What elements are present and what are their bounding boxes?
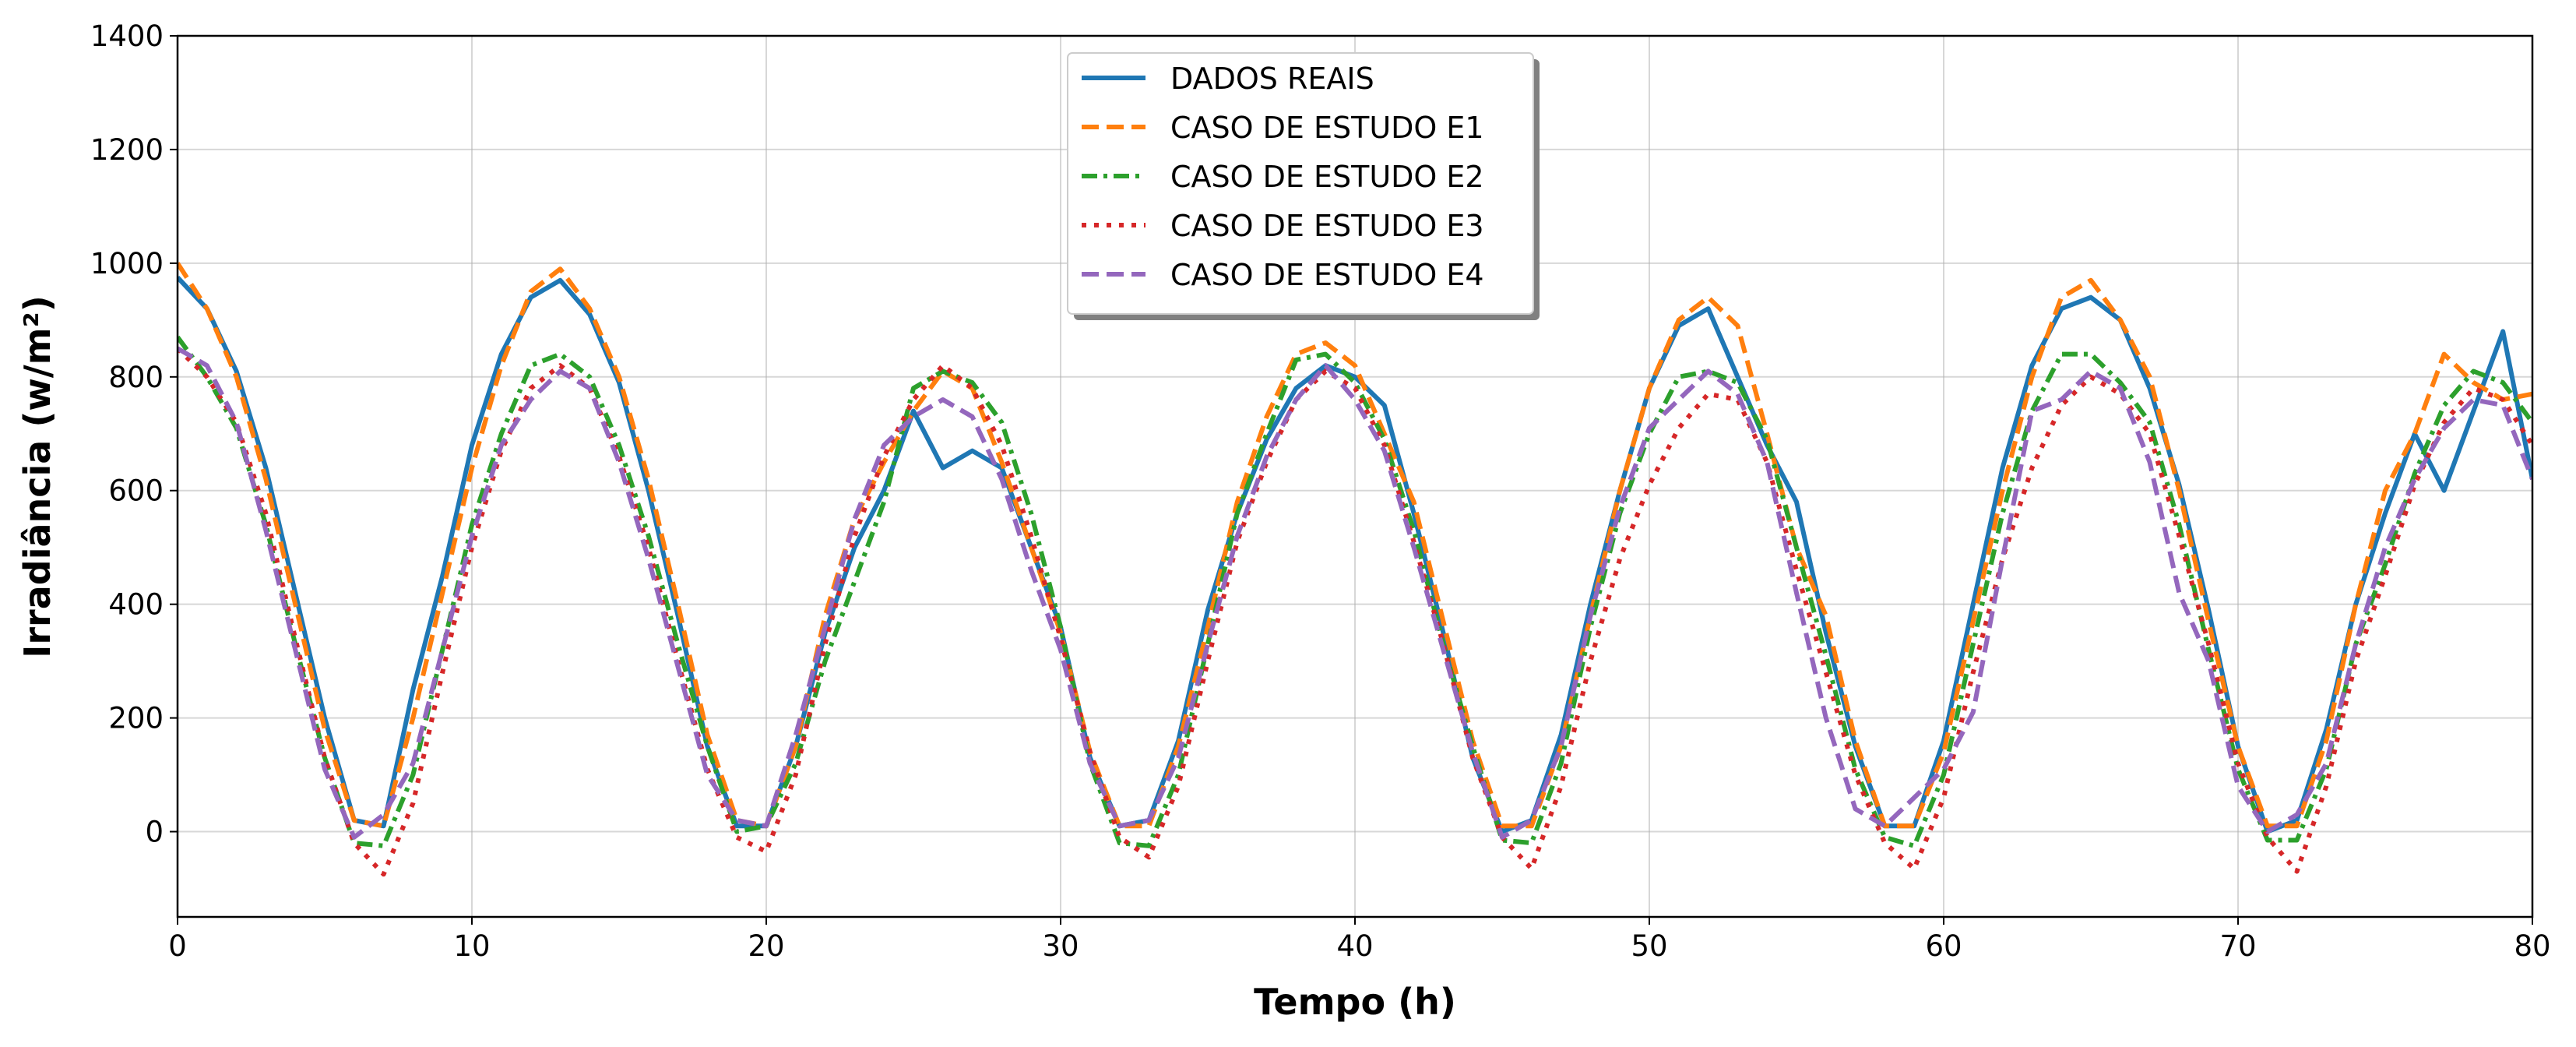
y-tick-label: 1400 xyxy=(90,19,164,53)
plot-frame xyxy=(176,34,2534,918)
x-tick-label: 60 xyxy=(1925,929,1962,963)
legend-label: CASO DE ESTUDO E3 xyxy=(1170,209,1484,243)
y-tick-label: 200 xyxy=(108,702,164,735)
legend-label: CASO DE ESTUDO E4 xyxy=(1170,258,1484,292)
series-line xyxy=(178,347,2532,877)
series-line xyxy=(178,335,2532,848)
x-axis-label: Tempo (h) xyxy=(1254,981,1456,1023)
y-tick-label: 600 xyxy=(108,474,164,508)
y-tick-label: 0 xyxy=(145,816,164,849)
x-tick-label: 80 xyxy=(2514,929,2550,963)
series-line xyxy=(178,276,2532,834)
x-tick-label: 50 xyxy=(1631,929,1667,963)
y-tick-label: 1200 xyxy=(90,133,164,167)
legend-label: CASO DE ESTUDO E2 xyxy=(1170,160,1484,194)
y-tick-label: 1000 xyxy=(90,247,164,280)
x-tick-label: 20 xyxy=(748,929,784,963)
legend-label: DADOS REAIS xyxy=(1170,62,1374,96)
y-tick-label: 800 xyxy=(108,361,164,394)
x-tick-label: 0 xyxy=(168,929,187,963)
y-tick-label: 400 xyxy=(108,588,164,622)
x-tick-label: 70 xyxy=(2219,929,2256,963)
x-tick-label: 30 xyxy=(1042,929,1079,963)
x-tick-label: 10 xyxy=(453,929,490,963)
legend-label: CASO DE ESTUDO E1 xyxy=(1170,111,1484,145)
x-tick-label: 40 xyxy=(1336,929,1373,963)
y-axis-label: Irradiância (w/m²) xyxy=(16,295,58,658)
series-line xyxy=(178,262,2532,829)
series-line xyxy=(178,346,2532,840)
legend-box xyxy=(1067,52,1534,315)
